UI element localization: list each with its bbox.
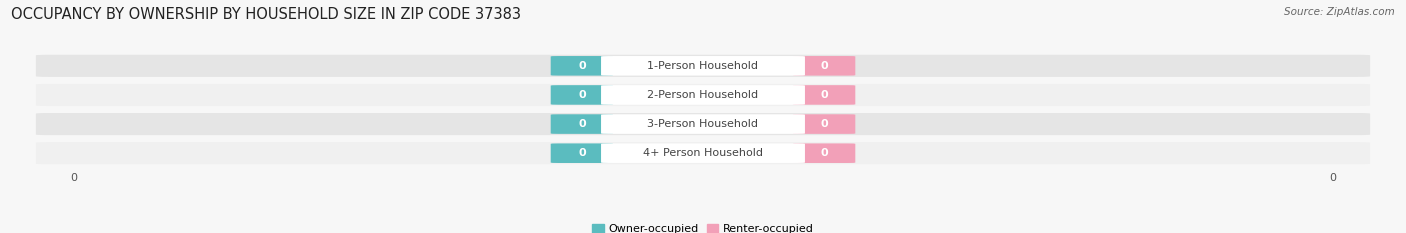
FancyBboxPatch shape: [37, 142, 1369, 164]
Text: 0: 0: [820, 90, 828, 100]
Legend: Owner-occupied, Renter-occupied: Owner-occupied, Renter-occupied: [592, 224, 814, 233]
FancyBboxPatch shape: [551, 85, 613, 105]
Text: 0: 0: [578, 90, 586, 100]
Text: 4+ Person Household: 4+ Person Household: [643, 148, 763, 158]
Text: 3-Person Household: 3-Person Household: [648, 119, 758, 129]
FancyBboxPatch shape: [37, 55, 1369, 77]
FancyBboxPatch shape: [551, 143, 613, 163]
FancyBboxPatch shape: [793, 85, 855, 105]
Text: 1-Person Household: 1-Person Household: [648, 61, 758, 71]
FancyBboxPatch shape: [793, 114, 855, 134]
FancyBboxPatch shape: [37, 84, 1369, 106]
Text: 0: 0: [820, 148, 828, 158]
Text: 0: 0: [578, 148, 586, 158]
FancyBboxPatch shape: [600, 56, 806, 75]
Text: OCCUPANCY BY OWNERSHIP BY HOUSEHOLD SIZE IN ZIP CODE 37383: OCCUPANCY BY OWNERSHIP BY HOUSEHOLD SIZE…: [11, 7, 522, 22]
Text: 2-Person Household: 2-Person Household: [647, 90, 759, 100]
FancyBboxPatch shape: [551, 56, 613, 75]
FancyBboxPatch shape: [600, 114, 806, 134]
Text: Source: ZipAtlas.com: Source: ZipAtlas.com: [1284, 7, 1395, 17]
Text: 0: 0: [578, 119, 586, 129]
FancyBboxPatch shape: [793, 143, 855, 163]
FancyBboxPatch shape: [37, 113, 1369, 135]
FancyBboxPatch shape: [600, 85, 806, 105]
FancyBboxPatch shape: [600, 143, 806, 163]
Text: 0: 0: [578, 61, 586, 71]
Text: 0: 0: [820, 61, 828, 71]
FancyBboxPatch shape: [551, 114, 613, 134]
FancyBboxPatch shape: [793, 56, 855, 75]
Text: 0: 0: [820, 119, 828, 129]
